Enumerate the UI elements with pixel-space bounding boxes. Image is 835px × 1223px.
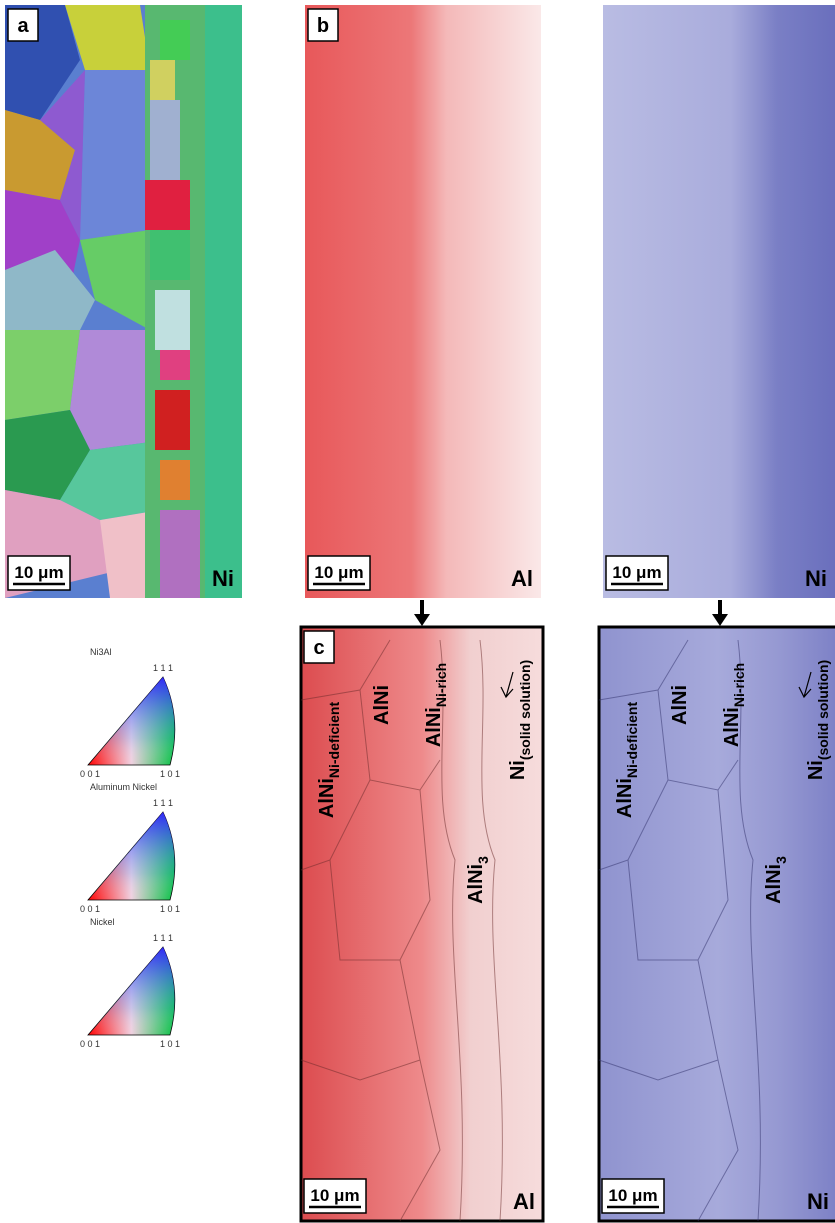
ipf-triangle-shade [88,812,175,900]
legend-title: Nickel [90,917,115,927]
phase-subscript: Ni-deficient [624,702,640,779]
phase-name: Ni [507,760,529,780]
phase-name: AlNi [614,778,636,818]
phase-name: AlNi [721,707,743,747]
phase-subscript: 3 [773,856,789,864]
scale-bar-label: 10 μm [310,1186,359,1205]
ni-map [603,5,835,598]
arrow [414,600,728,626]
element-label: Al [511,566,533,591]
corner-label: 1 0 1 [160,769,180,779]
legend-title: Ni3Al [90,647,112,657]
al-map [305,5,541,598]
phase-name: AlNi [316,778,338,818]
corner-label: 1 1 1 [153,798,173,808]
phase-subscript: Ni-rich [731,663,747,707]
phase-subscript: (solid solution) [517,660,533,760]
corner-label: 0 0 1 [80,1039,100,1049]
phase-name: AlNi [423,707,445,747]
scale-bar-label: 10 μm [612,563,661,582]
scale-bar-label: 10 μm [608,1186,657,1205]
corner-label: 0 0 1 [80,769,100,779]
element-label: Ni [805,566,827,591]
phase-label: AlNi [371,685,393,725]
phase-subscript: Ni-deficient [326,702,342,779]
phase-name: AlNi [465,864,487,904]
phase-subscript: (solid solution) [815,660,831,760]
corner-label: 1 0 1 [160,904,180,914]
ebsd-map [5,5,242,598]
corner-label: 1 1 1 [153,663,173,673]
legend-title: Aluminum Nickel [90,782,157,792]
scale-bar-label: 10 μm [314,563,363,582]
panel-label: c [313,637,324,659]
element-label: Al [513,1189,535,1214]
corner-label: 1 1 1 [153,933,173,943]
panel-label: b [317,15,329,37]
panel-label: a [17,15,29,37]
element-label: Ni [807,1189,829,1214]
scale-bar-label: 10 μm [14,563,63,582]
corner-label: 1 0 1 [160,1039,180,1049]
phase-name: AlNi [669,685,691,725]
ipf-triangle-shade [88,947,175,1035]
phase-subscript: 3 [475,856,491,864]
phase-label: AlNi [669,685,691,725]
phase-name: AlNi [371,685,393,725]
figure: a10 μmNib10 μmAl10 μmNic10 μmAlAlNiNi-de… [0,0,835,1223]
element-label: Ni [212,566,234,591]
ipf-triangle-shade [88,677,175,765]
page: {"panels": [ {"label": "a", "scale_bar":… [0,0,835,1223]
phase-name: AlNi [763,864,785,904]
corner-label: 0 0 1 [80,904,100,914]
phase-name: Ni [805,760,827,780]
phase-subscript: Ni-rich [433,663,449,707]
